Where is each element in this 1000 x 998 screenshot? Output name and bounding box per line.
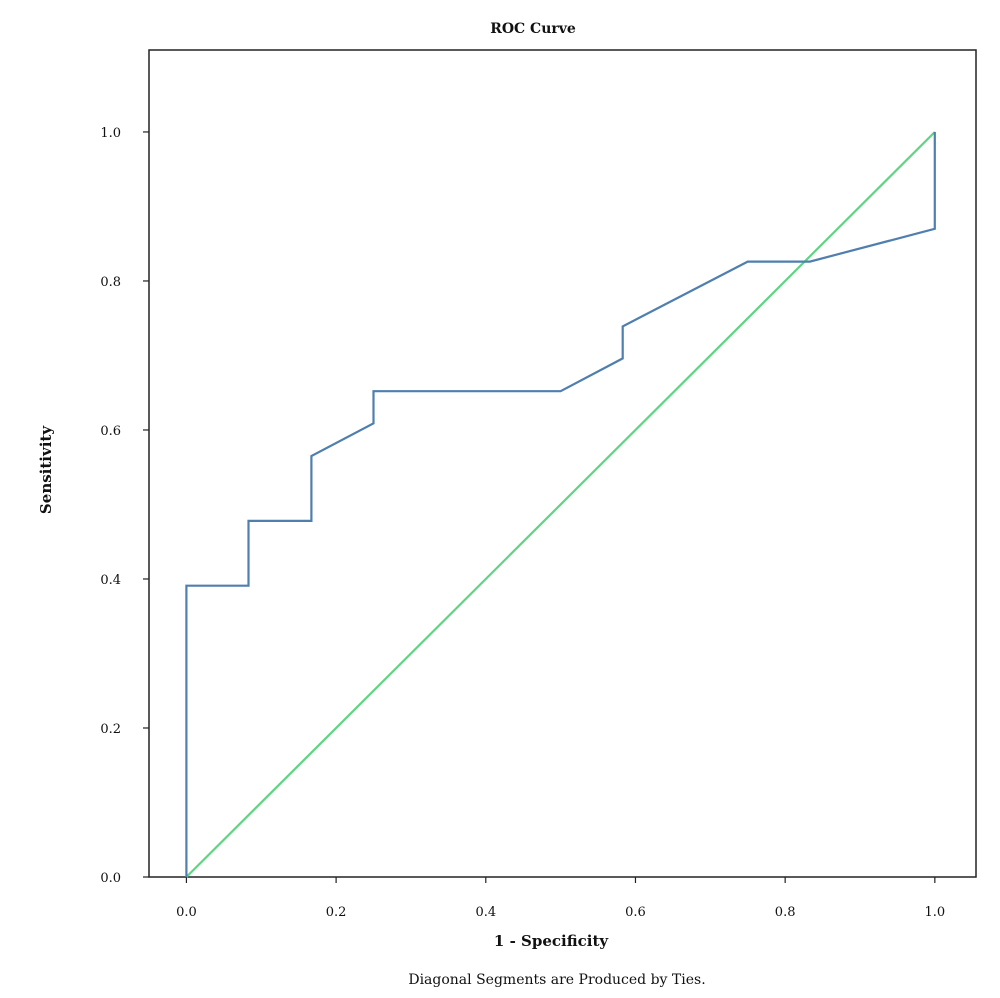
roc-curve-line xyxy=(185,132,936,877)
x-tick-label: 0.6 xyxy=(625,905,646,920)
reference-diagonal-line xyxy=(185,131,936,878)
x-axis-ticks: 0.0 0.2 0.4 0.6 0.8 1.0 xyxy=(176,877,945,920)
x-tick-label: 1.0 xyxy=(924,905,945,920)
y-tick-label: 1.0 xyxy=(100,126,121,141)
chart-footnote: Diagonal Segments are Produced by Ties. xyxy=(408,972,705,988)
x-tick-label: 0.2 xyxy=(326,905,347,920)
x-tick-label: 0.0 xyxy=(176,905,197,920)
y-tick-label: 0.8 xyxy=(100,275,121,290)
y-axis-ticks: 0.0 0.2 0.4 0.6 0.8 1.0 xyxy=(100,126,149,886)
y-axis-label: Sensitivity xyxy=(37,425,55,514)
series-layer xyxy=(185,131,936,878)
x-tick-label: 0.8 xyxy=(775,905,796,920)
y-tick-label: 0.2 xyxy=(100,722,121,737)
y-tick-label: 0.4 xyxy=(100,573,121,588)
x-axis-label: 1 - Specificity xyxy=(494,932,609,950)
x-tick-label: 0.4 xyxy=(475,905,496,920)
plot-frame xyxy=(148,49,977,878)
y-tick-label: 0.0 xyxy=(100,871,121,886)
chart-title: ROC Curve xyxy=(490,21,576,37)
y-tick-label: 0.6 xyxy=(100,424,121,439)
